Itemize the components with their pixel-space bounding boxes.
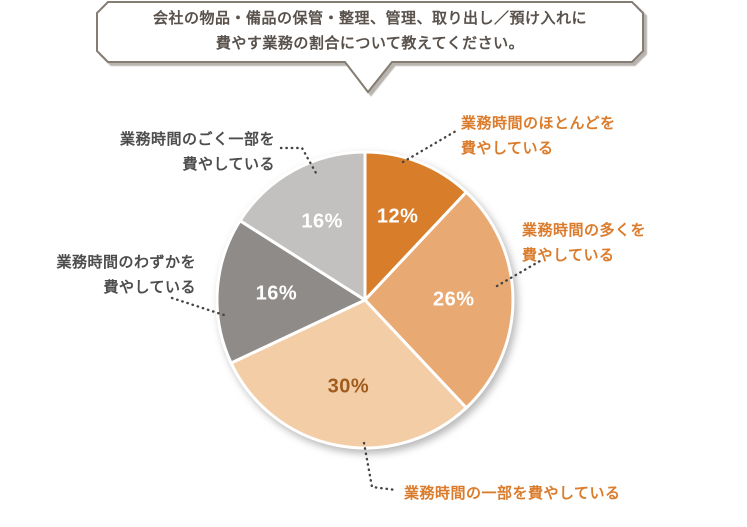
callout-4: 業務時間のごく一部を 費やしている	[115, 127, 275, 177]
callout-0-line-1: 業務時間のほとんどを	[461, 115, 616, 132]
pie-slice-4	[238, 150, 367, 302]
pie-pct-label-0: 12%	[376, 205, 419, 228]
callout-2-line-1: 業務時間の一部を費やしている	[404, 485, 621, 502]
callout-3: 業務時間のわずかを 費やしている	[36, 250, 196, 300]
callout-0-line-2: 費やしている	[461, 140, 554, 157]
callout-3-line-2: 費やしている	[103, 279, 196, 296]
pie-pct-label-2: 30%	[327, 375, 370, 398]
pie-slice-1	[363, 190, 515, 410]
callout-0: 業務時間のほとんどを 費やしている	[461, 111, 616, 161]
question-line-2: 費やす業務の割合について教えてください。	[215, 35, 525, 52]
speech-bubble-shape	[96, 1, 644, 94]
pie-pct-label-4: 16%	[301, 210, 343, 233]
pie-chart	[215, 150, 515, 450]
pie-pct-label-3: 16%	[255, 282, 298, 305]
callout-4-line-1: 業務時間のごく一部を	[119, 131, 275, 148]
callout-1-line-2: 費やしている	[522, 247, 615, 264]
leader-line-most	[401, 129, 458, 164]
question-line-1: 会社の物品・備品の保管・整理、管理、取り出し／預け入れに	[152, 10, 587, 27]
leader-line-little	[170, 296, 229, 318]
callout-1: 業務時間の多くを 費やしている	[522, 218, 646, 268]
question-bubble: 会社の物品・備品の保管・整理、管理、取り出し／預け入れに 費やす業務の割合につい…	[97, 2, 643, 60]
leader-line-very-small	[279, 146, 318, 175]
callout-1-line-1: 業務時間の多くを	[522, 222, 647, 239]
callout-4-line-2: 費やしている	[182, 156, 275, 173]
callout-2: 業務時間の一部を費やしている	[404, 481, 621, 506]
pie-slice-3	[215, 219, 367, 365]
callout-3-line-1: 業務時間のわずかを	[56, 254, 196, 271]
leader-line-part	[362, 441, 398, 492]
pie-pct-label-1: 26%	[433, 288, 475, 311]
pie-slice-0	[363, 150, 468, 302]
